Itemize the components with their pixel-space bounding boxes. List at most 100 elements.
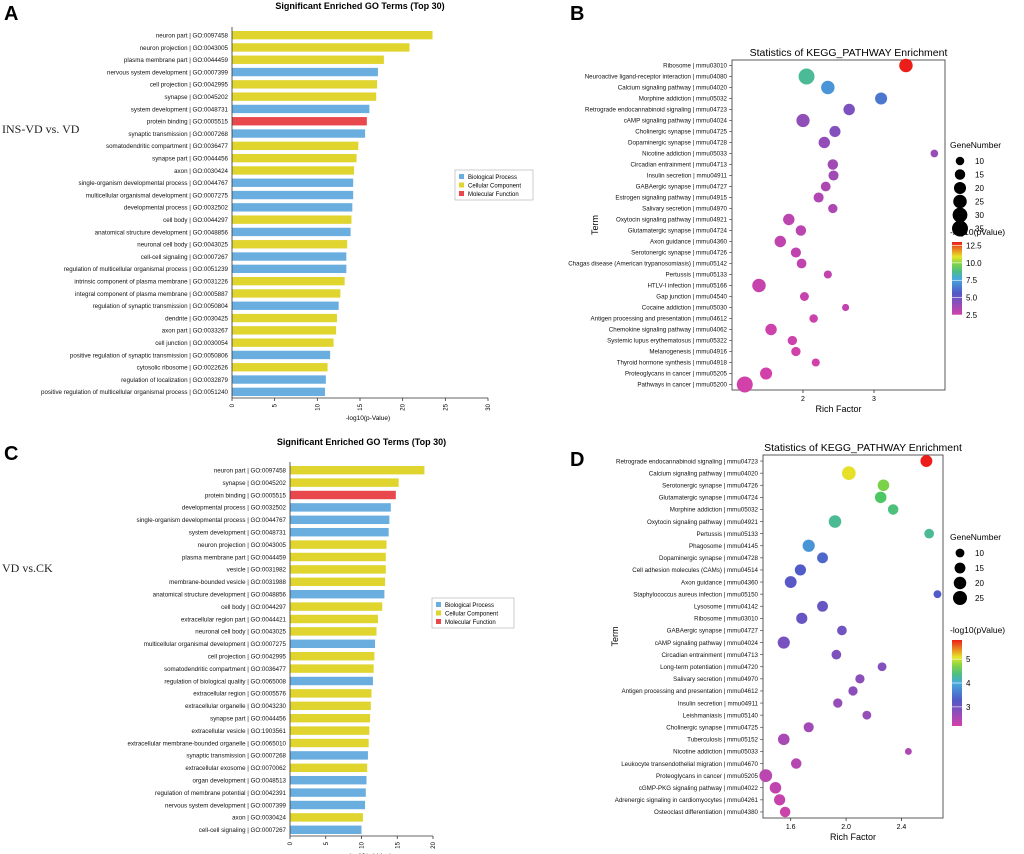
term-label: Chemokine signaling pathway | mmu04062: [609, 327, 728, 334]
bar-label: extracellular membrane-bounded organelle…: [128, 740, 287, 747]
point-morphine-addiction-mmu05032: [875, 92, 888, 105]
term-label: Antigen processing and presentation | mm…: [591, 316, 728, 323]
bar-label: extracellular organelle | GO:0043230: [185, 703, 287, 710]
point-glutamatergic-synapse-mmu04724: [874, 491, 887, 504]
point-insulin-secretion-mmu04911: [833, 698, 843, 708]
term-label: Insulin secretion | mmu04911: [678, 700, 759, 707]
bar-label: neuron part | GO:0097458: [156, 32, 229, 39]
bar-label: synapse part | GO:0044456: [210, 716, 286, 723]
bar-axon-go-0030424: [232, 166, 355, 175]
size-legend-label-15: 15: [975, 564, 984, 573]
point-systemic-lupus-erythematosus-mmu05322: [787, 335, 798, 346]
color-bar: [952, 242, 962, 315]
point-pertussis-mmu05133: [924, 528, 935, 539]
x-axis-title: Rich Factor: [815, 404, 861, 414]
x-tick-label-30: 30: [486, 403, 492, 410]
term-label: Glutamatergic synapse | mmu04724: [659, 495, 759, 502]
point-chemokine-signaling-pathway-mmu04062: [765, 323, 777, 336]
term-label: Chagas disease (American trypanosomiasis…: [568, 261, 727, 268]
point-proteoglycans-in-cancer-mmu05205: [760, 367, 773, 380]
bar-label: cell projection | GO:0042995: [208, 654, 287, 661]
x-tick-label-5: 5: [324, 841, 330, 845]
bar-label: cell junction | GO:0030054: [155, 340, 228, 347]
bar-label: axon | GO:0030424: [174, 168, 228, 175]
term-label: Melanogenesis | mmu04916: [649, 349, 727, 356]
bar-label: developmental process | GO:0032502: [182, 505, 287, 512]
bar-system-development-go-0048731: [232, 104, 370, 114]
size-legend-dot-10: [955, 548, 965, 558]
term-label: Cocaine addiction | mmu05030: [642, 305, 728, 312]
term-label: Adrenergic signaling in cardiomyocytes |…: [615, 797, 759, 804]
term-label: Calcium signaling pathway | mmu04020: [618, 85, 728, 92]
point-leukocyte-transendothelial-migration-mmu04670: [790, 758, 802, 769]
bar-synaptic-transmission-go-0007268: [290, 751, 368, 760]
bar-label: axon part | GO:0033267: [162, 328, 229, 335]
x-tick-label-0: 0: [288, 841, 294, 845]
bar-label: intrinsic component of plasma membrane |…: [74, 278, 228, 285]
term-label: cAMP signaling pathway | mmu04024: [624, 118, 728, 125]
legend-label-biological-process: Biological Process: [445, 603, 494, 609]
panel-letter-d: D: [570, 449, 584, 471]
bar-label: cytosolic ribosome | GO:0022626: [137, 365, 229, 372]
bar-neuronal-cell-body-go-0043025: [232, 240, 348, 249]
term-label: Retrograde endocannabinoid signaling | m…: [585, 107, 728, 114]
point-pathways-in-cancer-mmu05200: [736, 376, 753, 393]
x-tick-label-10: 10: [315, 403, 321, 410]
term-label: Cholinergic synapse | mmu04725: [666, 724, 758, 731]
point-serotonergic-synapse-mmu04726: [790, 247, 801, 258]
term-label: Retrograde endocannabinoid signaling | m…: [616, 458, 759, 465]
bar-single-organism-developmental-process-go-0044767: [290, 515, 390, 525]
y-axis-title: Term: [610, 627, 620, 647]
size-legend-label-20: 20: [975, 184, 984, 193]
x-tick-label-15: 15: [395, 841, 401, 848]
bar-cell-body-go-0044297: [232, 215, 352, 224]
bar-regulation-of-biological-quality-go-0065008: [290, 676, 373, 686]
bar-extracellular-vesicle-go-1903561: [290, 726, 370, 735]
bar-membrane-bounded-vesicle-go-0031988: [290, 577, 386, 587]
bar-synaptic-transmission-go-0007268: [232, 129, 366, 138]
bar-label: somatodendritic compartment | GO:0036477: [106, 143, 229, 150]
legend-label-molecular-function: Molecular Function: [468, 192, 519, 198]
bar-label: developmental process | GO:0032502: [124, 205, 229, 212]
point-morphine-addiction-mmu05032: [887, 504, 899, 515]
go-bar-chart-a: Significant Enriched GO Terms (Top 30) ne…: [41, 1, 534, 422]
bar-label: plasma membrane part | GO:0044459: [182, 554, 287, 561]
size-legend-dot-15: [954, 169, 966, 180]
size-legend-label-15: 15: [975, 171, 984, 180]
bar-label: nervous system development | GO:0007399: [107, 69, 229, 76]
bar-multicellular-organismal-development-go-0007275: [232, 190, 354, 200]
bar-label: somatodendritic compartment | GO:0036477: [164, 666, 287, 673]
point-cgmp-pkg-signaling-pathway-mmu04022: [769, 781, 782, 794]
point-gabaergic-synapse-mmu04727: [837, 625, 847, 636]
bar-extracellular-region-go-0005576: [290, 689, 372, 698]
bar-label: neuron part | GO:0097458: [214, 468, 287, 475]
size-legend-dot-20: [953, 576, 967, 590]
bar-cell-projection-go-0042995: [290, 651, 375, 661]
bar-dendrite-go-0030425: [232, 313, 337, 323]
kegg-bubble-chart-b: Statistics of KEGG_PATHWAY Enrichment Rib…: [568, 47, 1005, 414]
legend-swatch-cc: [459, 182, 464, 188]
bar-nervous-system-development-go-0007399: [232, 67, 378, 77]
term-label: Circadian entrainment | mmu04713: [661, 652, 758, 659]
color-legend-title: -log10(pValue): [950, 227, 1005, 237]
side-label-c: VD vs.CK: [2, 561, 53, 575]
term-label: HTLV-I infection | mmu05166: [647, 283, 727, 290]
point-retrograde-endocannabinoid-signaling-mmu04723: [920, 455, 933, 467]
size-legend-dot-25: [953, 591, 967, 605]
x-tick-label-15: 15: [358, 403, 364, 410]
bar-somatodendritic-compartment-go-0036477: [290, 664, 374, 673]
x-tick-label-3: 3: [872, 396, 876, 403]
legend-label-molecular-function: Molecular Function: [445, 620, 496, 626]
x-tick-label-2-4: 2.4: [897, 824, 907, 831]
bar-label: synaptic transmission | GO:0007268: [128, 131, 228, 138]
bar-somatodendritic-compartment-go-0036477: [232, 141, 359, 151]
point-cocaine-addiction-mmu05030: [842, 303, 850, 312]
color-legend-label-5: 5: [966, 655, 971, 664]
point-osteoclast-differentiation-mmu04380: [779, 806, 791, 818]
legend-label-cellular-component: Cellular Component: [445, 611, 498, 617]
bar-label: regulation of membrane potential | GO:00…: [155, 790, 286, 797]
point-circadian-entrainment-mmu04713: [831, 649, 842, 660]
bar-neuron-part-go-0097458: [232, 30, 433, 40]
size-legend-title: GeneNumber: [950, 532, 1001, 542]
point-cholinergic-synapse-mmu04725: [829, 125, 841, 138]
